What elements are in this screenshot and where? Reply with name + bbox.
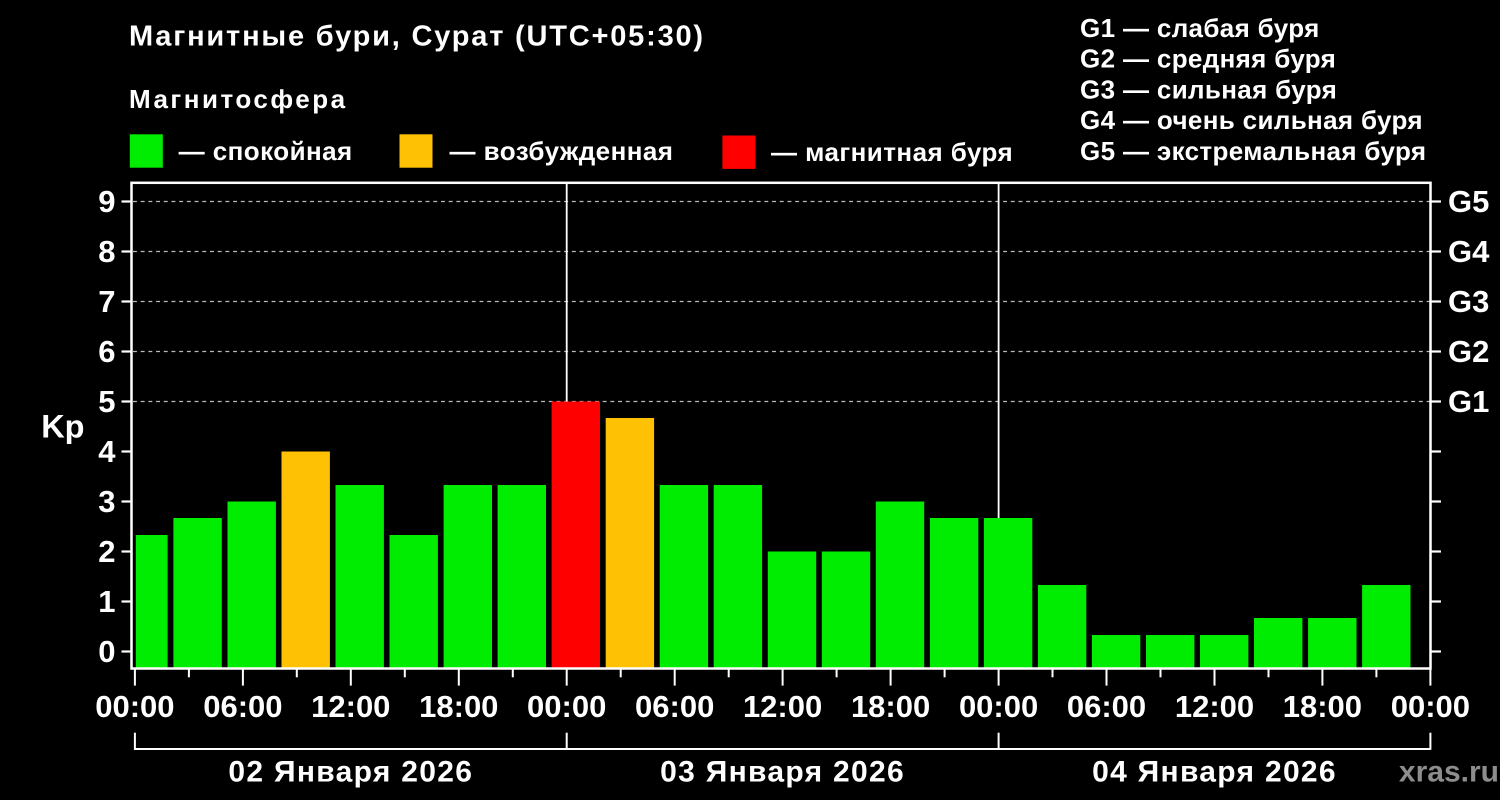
svg-text:G3: G3	[1448, 284, 1489, 319]
svg-text:G2 — средняя буря: G2 — средняя буря	[1080, 44, 1336, 74]
svg-text:06:00: 06:00	[1067, 689, 1146, 724]
svg-text:00:00: 00:00	[527, 689, 606, 724]
svg-text:Магнитные бури, Сурат (UTC+05:: Магнитные бури, Сурат (UTC+05:30)	[129, 21, 705, 53]
svg-text:1: 1	[98, 584, 115, 619]
svg-text:5: 5	[98, 384, 115, 419]
svg-text:02 Января 2026: 02 Января 2026	[228, 755, 473, 788]
svg-text:18:00: 18:00	[419, 689, 498, 724]
svg-text:4: 4	[98, 434, 116, 469]
svg-text:Kp: Kp	[41, 408, 84, 444]
svg-text:G3 — сильная буря: G3 — сильная буря	[1080, 74, 1337, 104]
svg-text:— возбужденная: — возбужденная	[450, 136, 674, 166]
svg-text:04 Января 2026: 04 Января 2026	[1092, 755, 1337, 788]
svg-text:06:00: 06:00	[635, 689, 714, 724]
svg-text:12:00: 12:00	[311, 689, 390, 724]
svg-text:18:00: 18:00	[851, 689, 930, 724]
svg-text:— магнитная буря: — магнитная буря	[771, 137, 1013, 167]
svg-text:3: 3	[98, 484, 115, 519]
svg-text:00:00: 00:00	[95, 689, 174, 724]
svg-text:G4 — очень сильная буря: G4 — очень сильная буря	[1080, 105, 1423, 135]
svg-text:— спокойная: — спокойная	[179, 136, 353, 166]
svg-text:8: 8	[98, 234, 115, 269]
svg-text:06:00: 06:00	[203, 689, 282, 724]
svg-text:6: 6	[98, 334, 115, 369]
svg-text:G1 — слабая буря: G1 — слабая буря	[1080, 13, 1320, 43]
svg-text:G2: G2	[1448, 334, 1489, 369]
svg-text:G1: G1	[1448, 384, 1489, 419]
svg-text:xras.ru: xras.ru	[1399, 755, 1499, 788]
svg-text:12:00: 12:00	[1175, 689, 1254, 724]
svg-text:0: 0	[98, 634, 115, 669]
svg-text:00:00: 00:00	[1391, 689, 1470, 724]
svg-text:Магнитосфера: Магнитосфера	[129, 84, 348, 114]
svg-text:G5: G5	[1448, 184, 1489, 219]
svg-text:7: 7	[98, 284, 115, 319]
svg-text:00:00: 00:00	[959, 689, 1038, 724]
svg-text:9: 9	[98, 184, 115, 219]
svg-text:G4: G4	[1448, 234, 1490, 269]
svg-text:18:00: 18:00	[1283, 689, 1362, 724]
svg-text:03 Января 2026: 03 Января 2026	[660, 755, 905, 788]
svg-text:12:00: 12:00	[743, 689, 822, 724]
svg-text:G5 — экстремальная буря: G5 — экстремальная буря	[1080, 136, 1426, 166]
svg-text:2: 2	[98, 534, 115, 569]
